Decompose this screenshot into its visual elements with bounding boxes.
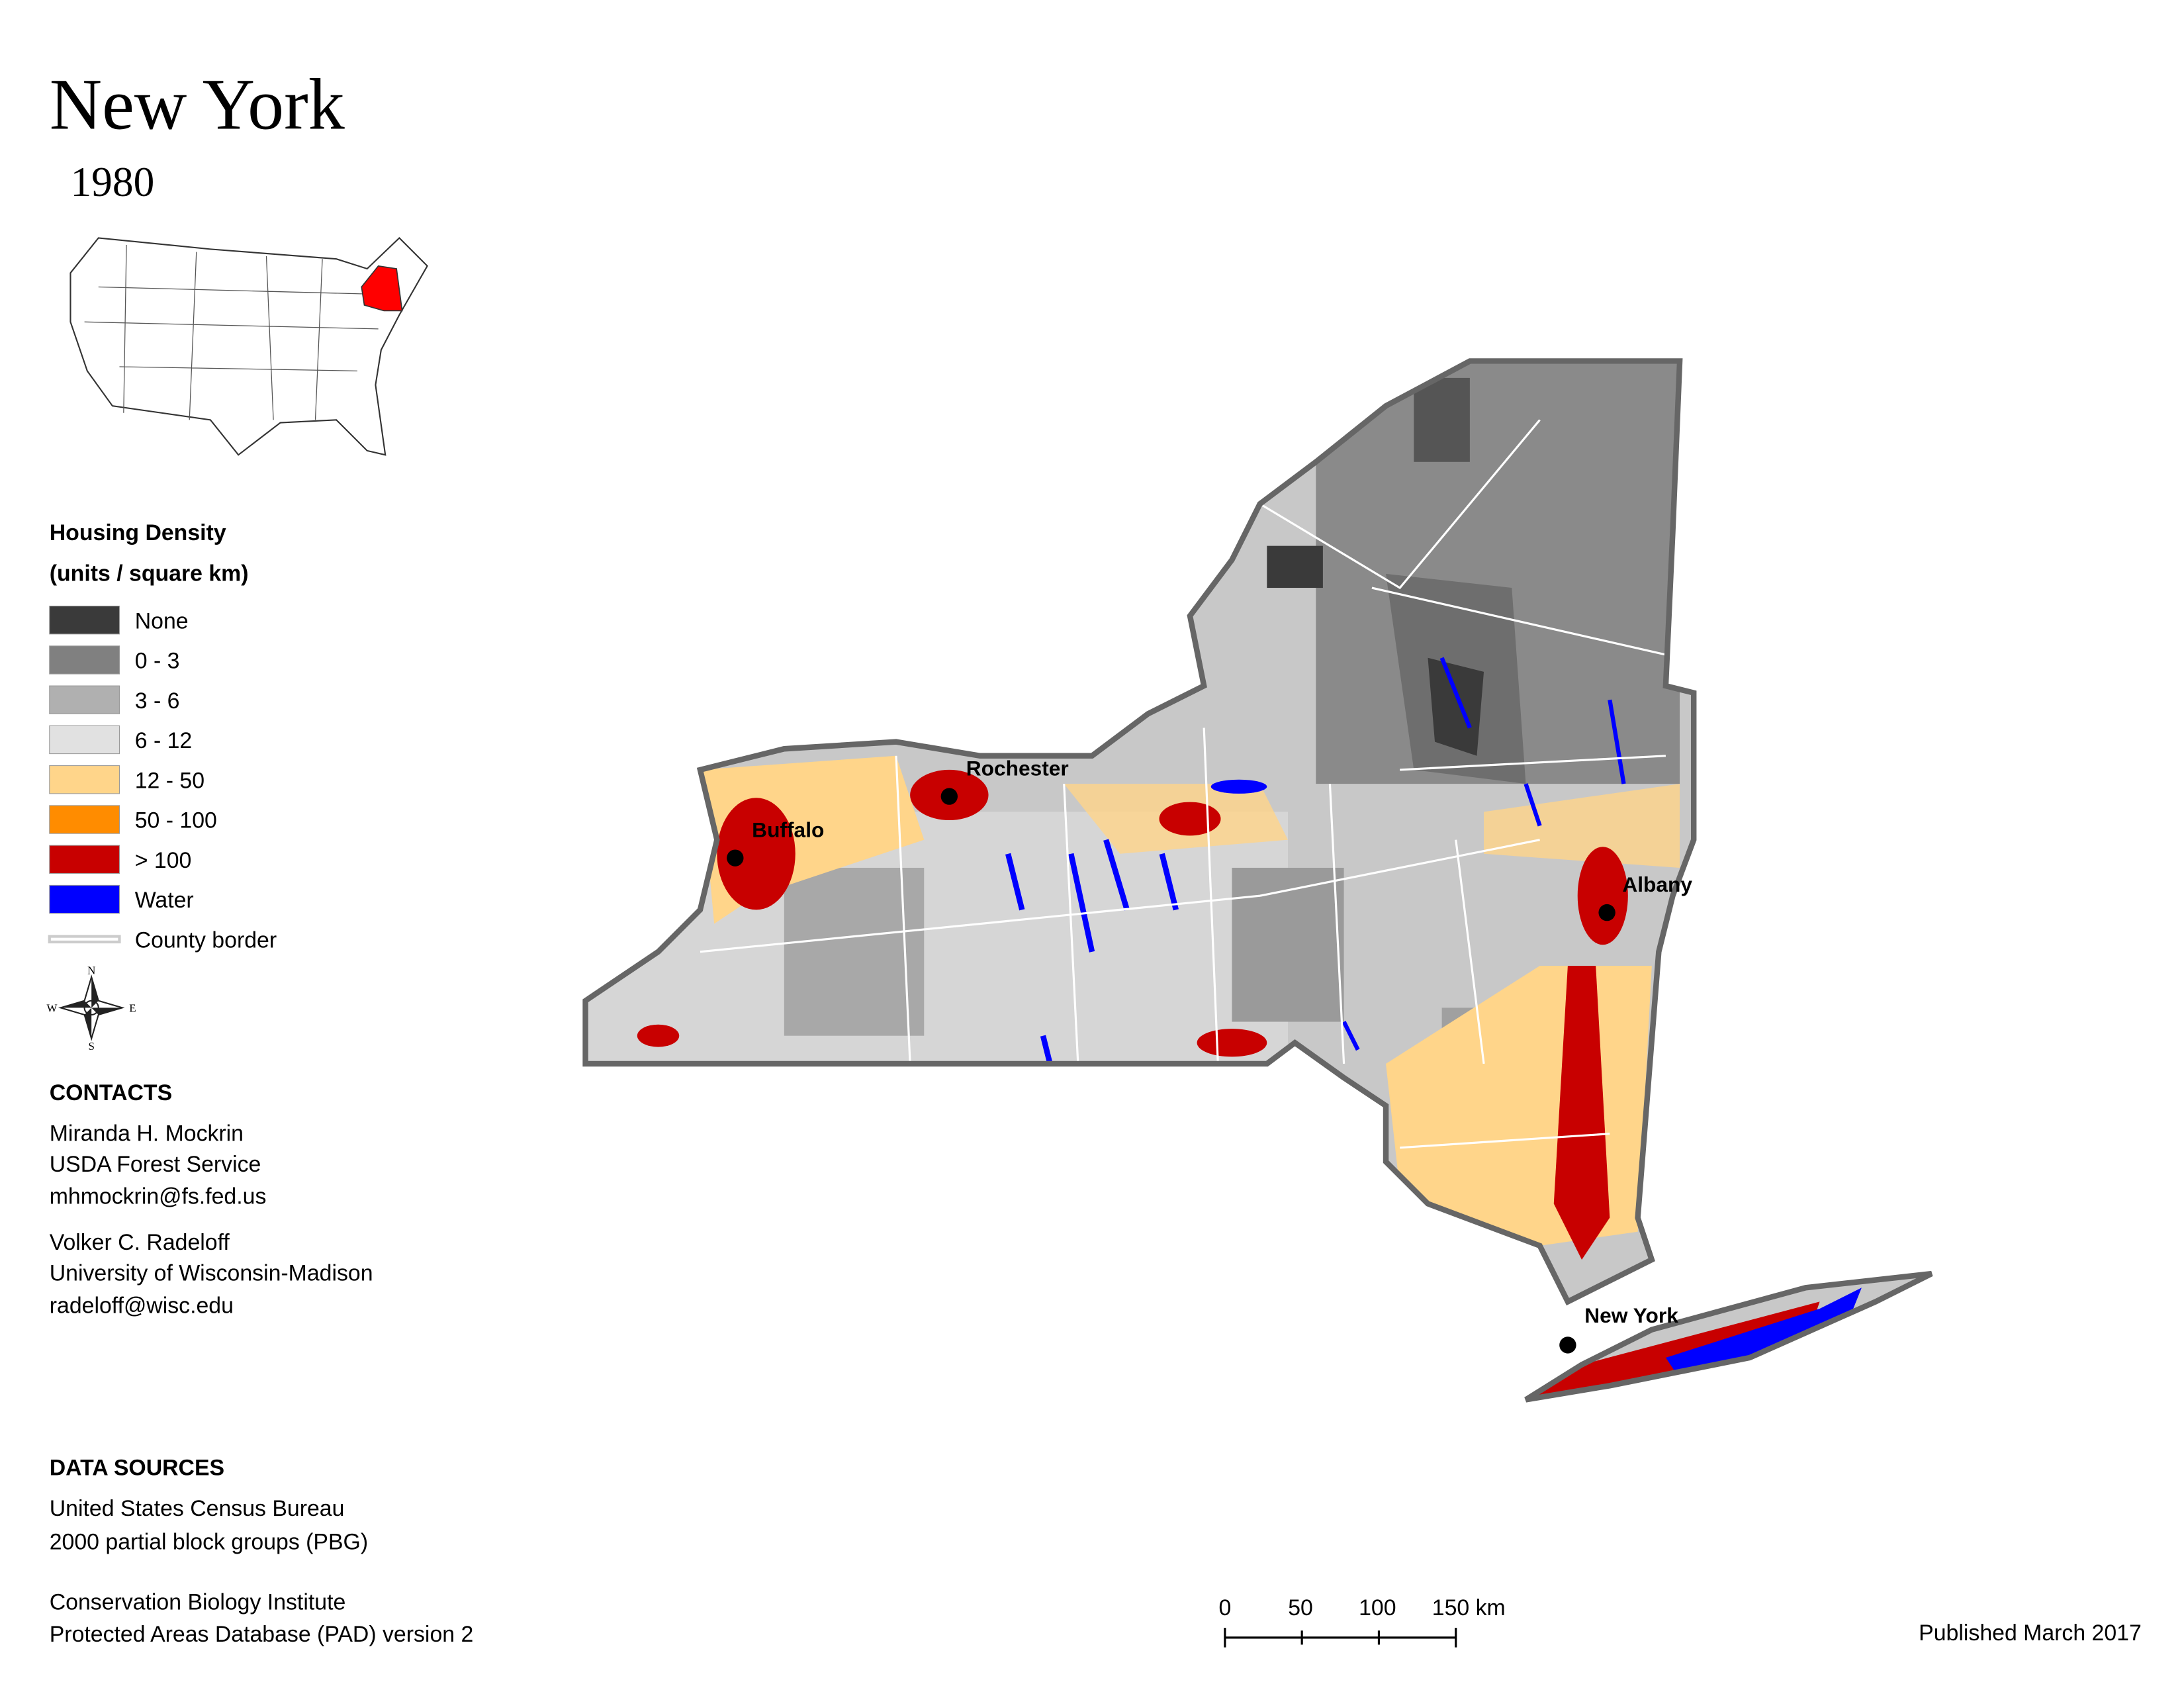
scale-label: 100 — [1359, 1595, 1396, 1620]
source-line: Protected Areas Database (PAD) version 2 — [50, 1622, 474, 1647]
us-inset — [69, 236, 428, 456]
legend-label: 3 - 6 — [135, 688, 180, 714]
source-line: United States Census Bureau — [50, 1496, 345, 1521]
legend-label: > 100 — [135, 848, 192, 873]
legend-swatch — [49, 805, 120, 834]
source-line: 2000 partial block groups (PBG) — [50, 1530, 368, 1555]
legend-swatch — [48, 935, 121, 944]
legend: None 0 - 3 3 - 6 6 - 12 12 - 50 50 - 100 > 100… — [48, 606, 277, 953]
legend-label: Water — [135, 888, 194, 913]
city-marker: New York — [1559, 1303, 1678, 1354]
city-label: New York — [1584, 1303, 1678, 1327]
compass-w: W — [47, 1002, 58, 1015]
city-label: Rochester — [966, 756, 1069, 780]
contact-line: Miranda H. Mockrin — [50, 1121, 244, 1146]
city-label: Buffalo — [752, 818, 824, 841]
contact-line: University of Wisconsin-Madison — [50, 1261, 373, 1286]
legend-swatch — [49, 685, 120, 714]
state-map: Rochester Buffalo Albany New York — [574, 350, 1946, 1414]
title: New York — [50, 64, 345, 145]
contact-line: mhmockrin@fs.fed.us — [50, 1184, 267, 1209]
legend-subtitle: (units / square km) — [50, 561, 249, 586]
legend-swatch — [49, 645, 120, 675]
legend-title: Housing Density — [50, 520, 226, 545]
legend-label: 6 - 12 — [135, 728, 193, 753]
sources-heading: DATA SOURCES — [50, 1456, 224, 1481]
year: 1980 — [70, 158, 154, 205]
source-line: Conservation Biology Institute — [50, 1590, 346, 1615]
scale-bar: 0 50 100 150 km — [1218, 1595, 1506, 1648]
compass: N E S W — [47, 964, 136, 1053]
contact-line: Volker C. Radeloff — [50, 1230, 230, 1255]
city-marker: Buffalo — [727, 818, 824, 867]
legend-label: None — [135, 608, 189, 633]
legend-label: 12 - 50 — [135, 768, 205, 793]
legend-swatch — [49, 725, 120, 755]
contacts-heading: CONTACTS — [50, 1080, 172, 1105]
city-marker: Rochester — [940, 756, 1069, 805]
legend-swatch — [49, 845, 120, 874]
scale-label: 50 — [1288, 1595, 1313, 1620]
contact-line: USDA Forest Service — [50, 1152, 261, 1177]
compass-s: S — [88, 1040, 94, 1053]
legend-swatch — [49, 884, 120, 914]
contact-line: radeloff@wisc.edu — [50, 1293, 234, 1318]
legend-label: 50 - 100 — [135, 808, 217, 833]
legend-swatch — [49, 606, 120, 635]
legend-label: County border — [135, 927, 277, 953]
compass-n: N — [87, 964, 95, 977]
legend-swatch — [49, 765, 120, 794]
scale-label: 150 km — [1432, 1595, 1506, 1620]
scale-label: 0 — [1218, 1595, 1231, 1620]
city-label: Albany — [1622, 872, 1692, 896]
city-marker: Albany — [1598, 872, 1692, 921]
legend-label: 0 - 3 — [135, 649, 180, 674]
footer: Published March 2017 — [1919, 1620, 2142, 1646]
compass-e: E — [129, 1002, 136, 1015]
